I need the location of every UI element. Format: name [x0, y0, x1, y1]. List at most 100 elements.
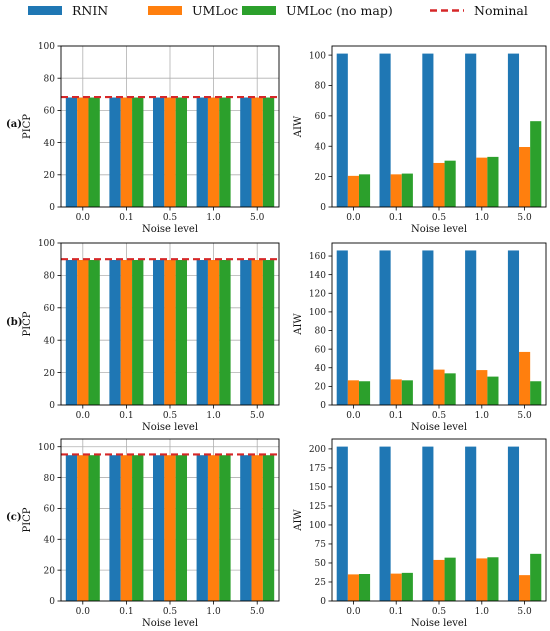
legend-label: Nominal	[474, 3, 528, 18]
bar	[379, 250, 391, 405]
bar	[207, 260, 220, 405]
bar	[476, 558, 488, 601]
y-tick-label: 60	[315, 112, 327, 122]
y-tick-label: 50	[315, 559, 327, 569]
bar	[132, 455, 144, 601]
row-labels: (a) (b) (c)	[6, 119, 22, 523]
bar	[358, 174, 371, 207]
bar	[240, 455, 252, 601]
bar	[164, 260, 176, 405]
x-tick-label: 5.0	[250, 213, 265, 223]
y-axis-label: PICP	[22, 311, 33, 336]
x-tick-label: 0.5	[163, 607, 178, 617]
bar	[109, 260, 121, 405]
bar	[444, 160, 456, 207]
bar	[132, 97, 144, 207]
x-tick-label: 0.0	[76, 411, 91, 421]
bar	[401, 572, 413, 601]
bar	[401, 380, 413, 405]
bar	[347, 574, 359, 601]
x-tick-label: 5.0	[517, 213, 532, 223]
bar	[120, 260, 133, 405]
x-tick-label: 0.0	[346, 607, 361, 617]
y-tick-label: 80	[44, 272, 56, 282]
bar	[219, 455, 231, 601]
bar	[444, 373, 456, 405]
y-tick-label: 175	[309, 464, 326, 474]
bar	[219, 260, 231, 405]
bar	[120, 97, 133, 207]
bar	[88, 260, 100, 405]
y-tick-label: 40	[44, 139, 56, 149]
x-tick-label: 0.1	[119, 607, 133, 617]
x-tick-label: 1.0	[475, 213, 490, 223]
bar	[196, 455, 208, 601]
y-axis-label: AIW	[293, 313, 304, 336]
bar	[336, 446, 348, 601]
y-axis-label: AIW	[293, 115, 304, 138]
y-tick-label: 20	[44, 171, 56, 181]
x-axis-label: Noise level	[411, 422, 467, 433]
y-tick-label: 100	[309, 308, 326, 318]
bar	[336, 53, 348, 207]
x-tick-label: 5.0	[517, 411, 532, 421]
y-tick-label: 80	[315, 82, 327, 92]
y-tick-label: 0	[49, 203, 55, 213]
bar	[152, 260, 165, 405]
bar	[390, 379, 402, 405]
x-tick-label: 0.5	[432, 607, 447, 617]
y-tick-label: 20	[315, 383, 327, 393]
chart-panel: 0 20 40 60 80 100 120 140 160 0.0 0.1 0.5 1.0 5.0 Nois…	[293, 242, 547, 433]
bar	[262, 260, 275, 405]
bar	[487, 376, 499, 405]
bar	[519, 575, 531, 601]
x-tick-label: 0.0	[346, 411, 361, 421]
bar	[433, 162, 445, 207]
bar	[422, 446, 434, 601]
y-tick-label: 0	[320, 203, 326, 213]
bar	[347, 380, 359, 405]
chart-panel: 0 20 40 60 80 100 0.0 0.1 0.5 1.0 5.0 Noise level PI…	[22, 438, 280, 629]
bar	[251, 455, 263, 601]
y-tick-label: 40	[44, 535, 56, 545]
bar	[476, 370, 488, 405]
bar	[251, 97, 263, 207]
bar	[507, 53, 520, 207]
x-tick-label: 0.1	[389, 607, 403, 617]
bar	[152, 97, 165, 207]
bar	[207, 455, 220, 601]
bar	[175, 97, 188, 207]
y-tick-label: 100	[309, 51, 326, 61]
y-tick-label: 125	[309, 502, 326, 512]
x-tick-label: 1.0	[475, 607, 490, 617]
x-tick-label: 0.0	[76, 213, 91, 223]
x-axis-label: Noise level	[411, 618, 467, 629]
y-tick-label: 20	[315, 173, 327, 183]
y-axis-label: PICP	[22, 114, 33, 139]
bar	[65, 260, 78, 405]
y-axis-label: AIW	[293, 509, 304, 532]
y-tick-label: 0	[320, 597, 326, 607]
x-tick-label: 0.1	[389, 213, 403, 223]
x-tick-label: 0.0	[346, 213, 361, 223]
legend-label: UMLoc (no map)	[286, 3, 393, 18]
bar	[379, 53, 391, 207]
y-tick-label: 60	[44, 107, 56, 117]
y-tick-label: 60	[315, 345, 327, 355]
bar	[422, 250, 434, 405]
bar	[519, 351, 531, 405]
y-tick-label: 60	[44, 505, 56, 515]
y-tick-label: 0	[49, 597, 55, 607]
bar	[240, 97, 252, 207]
chart-panel: 0 25 50 75 100 125 150 175 200 0.0 0.1 0.5 1.0 5.0 Noi…	[293, 438, 547, 629]
x-tick-label: 0.5	[163, 411, 178, 421]
row-label: (b)	[6, 317, 22, 328]
bar	[433, 369, 445, 405]
x-tick-label: 1.0	[206, 607, 221, 617]
bar	[444, 557, 456, 601]
x-axis-label: Noise level	[142, 224, 198, 235]
legend-swatch	[28, 6, 62, 15]
y-tick-label: 20	[44, 566, 56, 576]
bar	[336, 250, 348, 405]
y-tick-label: 80	[315, 327, 327, 337]
